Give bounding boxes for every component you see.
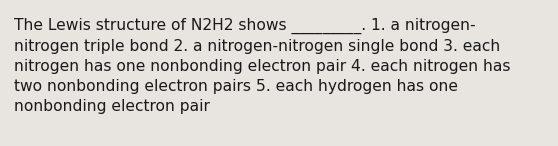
Text: The Lewis structure of N2H2 shows _________. 1. a nitrogen-
nitrogen triple bond: The Lewis structure of N2H2 shows ______… — [14, 18, 511, 114]
